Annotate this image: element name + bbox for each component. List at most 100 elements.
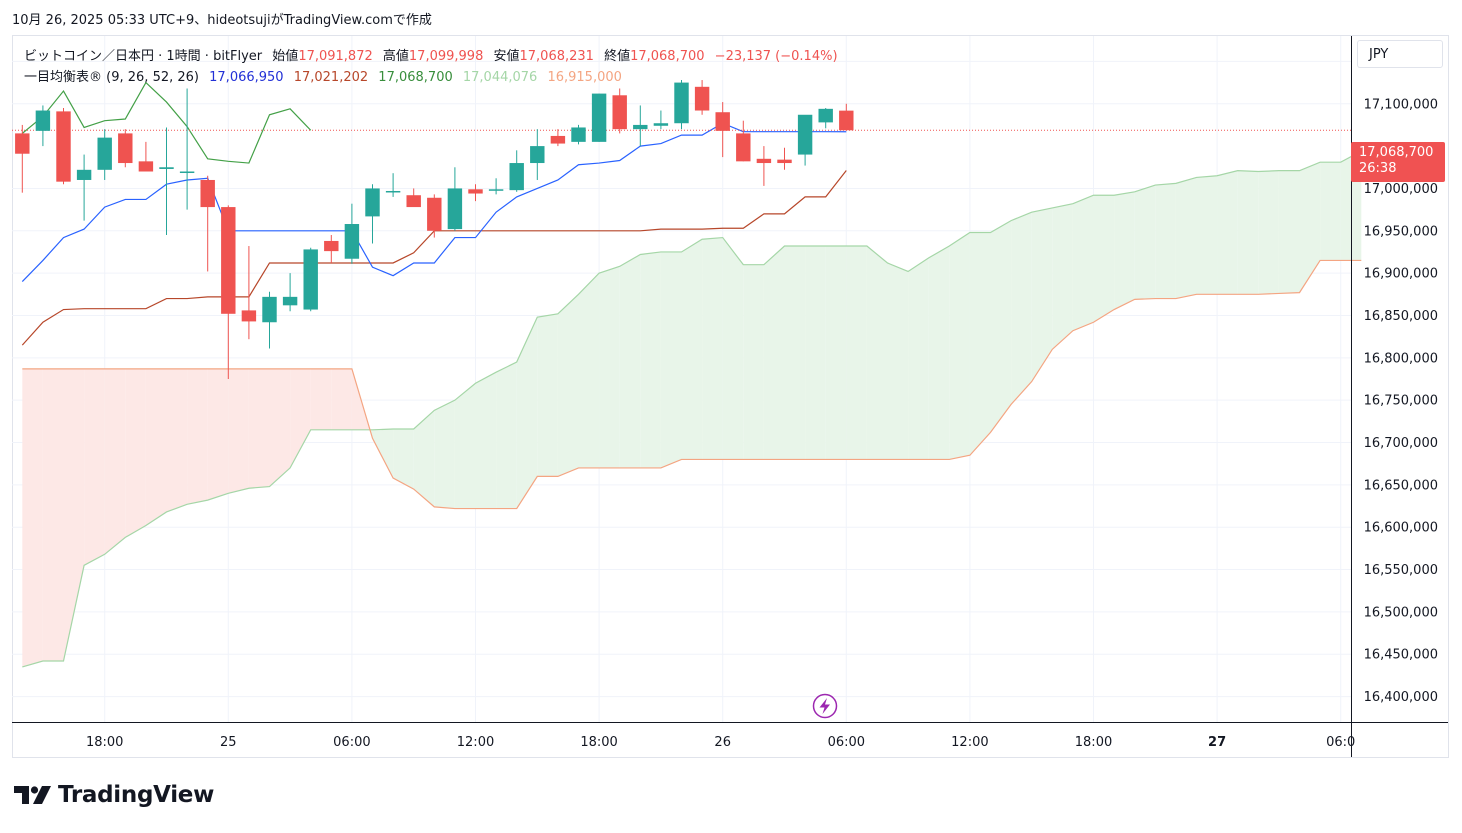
candle-body <box>756 158 772 164</box>
candle-body <box>633 124 648 130</box>
cloud-segment <box>516 317 538 509</box>
cloud-segment <box>763 246 785 460</box>
candle-bullish <box>344 203 360 264</box>
x-tick-label: 25 <box>220 735 237 750</box>
lightning-icon[interactable] <box>812 693 838 719</box>
indicator-params: (9, 26, 52, 26) <box>106 70 199 85</box>
candle-body <box>694 86 710 111</box>
cloud-segment <box>22 368 43 667</box>
cloud-segment <box>166 368 188 512</box>
cloud-segment <box>496 362 517 509</box>
y-tick-label: 16,600,000 <box>1364 521 1438 536</box>
x-tick-label: 06:0 <box>1326 735 1355 750</box>
cloud-segment <box>681 239 703 460</box>
cloud-segment <box>145 368 167 526</box>
candle-body <box>200 179 215 208</box>
candle-body <box>303 249 318 310</box>
candle-bullish <box>509 150 524 192</box>
cloud-segment <box>454 383 476 509</box>
chikou-value: 17,068,700 <box>378 70 453 85</box>
cloud-segment <box>846 246 867 460</box>
y-tick-label: 17,000,000 <box>1364 182 1438 197</box>
cloud-segment <box>187 368 208 505</box>
cloud-segment <box>1258 170 1279 295</box>
cloud-segment <box>784 246 806 460</box>
y-tick-label: 16,900,000 <box>1364 267 1438 282</box>
candle-body <box>282 296 298 306</box>
candle-body <box>97 137 112 170</box>
candle-body <box>674 82 689 124</box>
candles-layer <box>15 80 854 379</box>
x-tick-label: 06:00 <box>333 735 370 750</box>
candle-bearish <box>324 235 339 263</box>
currency-selector[interactable]: JPY <box>1357 40 1443 68</box>
x-tick-label: 27 <box>1208 735 1226 750</box>
cloud-segment <box>1320 162 1341 261</box>
candle-bullish <box>674 80 689 130</box>
x-tick-label: 18:00 <box>86 735 123 750</box>
cloud-segment <box>104 368 126 555</box>
candle-body <box>159 167 174 169</box>
high-value: 17,099,998 <box>408 49 484 64</box>
candle-bullish <box>365 184 380 244</box>
candle-bearish <box>756 146 772 186</box>
candle-bearish <box>612 88 627 134</box>
candle-body <box>365 188 380 217</box>
cloud-segment <box>207 368 229 501</box>
candle-bearish <box>118 129 133 168</box>
close-label: 終値 <box>604 49 631 64</box>
cloud-segment <box>928 246 950 460</box>
candle-body <box>530 146 545 164</box>
candle-bearish <box>241 246 257 340</box>
candle-bearish <box>736 120 751 162</box>
y-tick-label: 16,650,000 <box>1364 478 1438 493</box>
y-tick-label: 16,700,000 <box>1364 436 1438 451</box>
cloud-segment <box>702 237 723 460</box>
cloud-segment <box>1278 170 1300 294</box>
y-tick-label: 16,500,000 <box>1364 605 1438 620</box>
candle-bullish <box>35 105 51 147</box>
candle-body <box>76 169 92 180</box>
candle-body <box>35 110 51 131</box>
cloud-segment <box>599 266 620 468</box>
candle-bullish <box>488 178 504 195</box>
candle-bearish <box>777 147 792 170</box>
candle-bullish <box>633 105 648 147</box>
candle-bearish <box>221 205 236 379</box>
candle-body <box>15 133 30 154</box>
candle-body <box>385 190 401 193</box>
cloud-segment <box>1114 191 1135 310</box>
candle-body <box>138 161 154 172</box>
candle-body <box>406 195 421 208</box>
tradingview-logo[interactable]: TradingView <box>14 782 214 808</box>
cloud-segment <box>887 262 909 460</box>
cloud-segment <box>63 368 85 662</box>
candle-bullish <box>571 124 586 145</box>
candle-bullish <box>303 247 318 312</box>
cloud-segment <box>42 368 64 662</box>
cloud-segment <box>640 251 661 468</box>
candle-bearish <box>427 194 442 238</box>
candle-body <box>221 207 236 314</box>
senkou-span-b-line <box>22 259 1362 510</box>
y-tick-label: 16,950,000 <box>1364 224 1438 239</box>
candle-body <box>509 163 524 191</box>
cloud-segment <box>228 368 249 494</box>
candle-body <box>550 135 566 144</box>
candle-body <box>344 224 360 259</box>
candle-bearish <box>15 124 30 193</box>
candle-body <box>612 95 627 130</box>
candle-body <box>777 159 792 164</box>
cloud-segment <box>269 368 291 487</box>
cloud-segment <box>331 368 352 430</box>
symbol-title[interactable]: ビットコイン／日本円 · 1時間 · bitFlyer <box>24 49 263 64</box>
cloud-segment <box>413 410 435 507</box>
cloud-segment <box>825 246 847 460</box>
cloud-segment <box>84 368 105 566</box>
candle-bearish <box>694 80 710 115</box>
candle-bullish <box>797 114 813 166</box>
candle-bullish <box>818 107 833 129</box>
candle-bullish <box>591 93 607 142</box>
indicator-name[interactable]: 一目均衡表® <box>24 70 103 85</box>
